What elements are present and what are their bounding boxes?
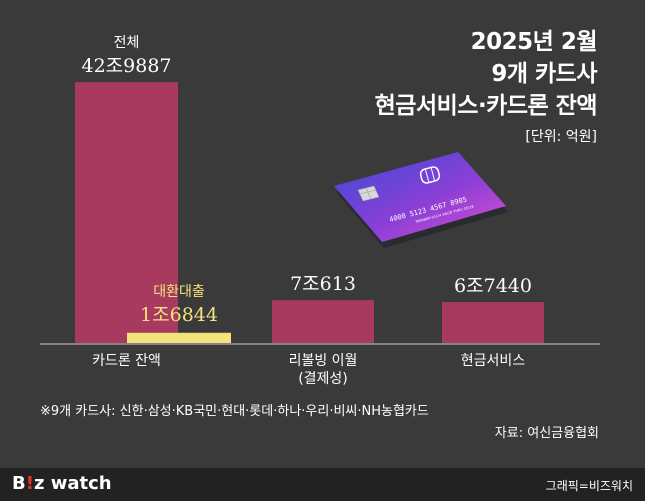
bar-main-2 [442,302,544,343]
chip-icon [357,185,380,202]
series-annotation-0: 전체 [114,35,140,51]
footer-bar: B!z watch 그래픽=비즈워치 [0,468,645,501]
credit-card-illustration: 4000 5123 4567 8905 MEMBER 01/24 VALID T… [334,152,508,248]
series-annotation-1: 대환대출 [153,284,205,300]
data-label-main-0: 42조9887 [81,55,171,77]
source-note: 자료: 여신금융협회 [494,426,599,441]
bar-sub-0 [127,332,231,343]
unit-label: [단위: 억원] [525,129,597,145]
title-subject: 9개 카드사 [491,61,597,87]
contactless-icon [419,166,441,184]
graphic-credit: 그래픽=비즈워치 [545,479,633,493]
logo-mark: ! [25,473,34,494]
data-label-sub-0: 1조6844 [140,304,218,326]
bizwatch-logo: B!z watch [12,473,112,494]
logo-prefix: B [12,473,26,494]
card-body [334,152,506,242]
data-label-main-2: 6조7440 [454,275,532,297]
bar-main-0 [75,82,178,343]
data-label-main-1: 7조613 [290,273,356,295]
logo-suffix: z watch [33,473,112,494]
title-date: 2025년 2월 [470,29,598,55]
category-label-1: 리볼빙 이월 [289,353,358,369]
category-label-2: 현금서비스 [461,353,526,369]
title-block: 2025년 2월 9개 카드사 현금서비스·카드론 잔액 [단위: 억원] [374,26,598,146]
footnote: ※9개 카드사: 신한·삼성·KB국민·현대·롯데·하나·우리·비씨·NH농협카… [40,404,429,419]
bar-main-1 [272,300,374,343]
category-label-0: 카드론 잔액 [92,353,161,369]
title-main: 현금서비스·카드론 잔액 [374,93,598,119]
category-sublabel-1: (결제성) [298,371,348,387]
